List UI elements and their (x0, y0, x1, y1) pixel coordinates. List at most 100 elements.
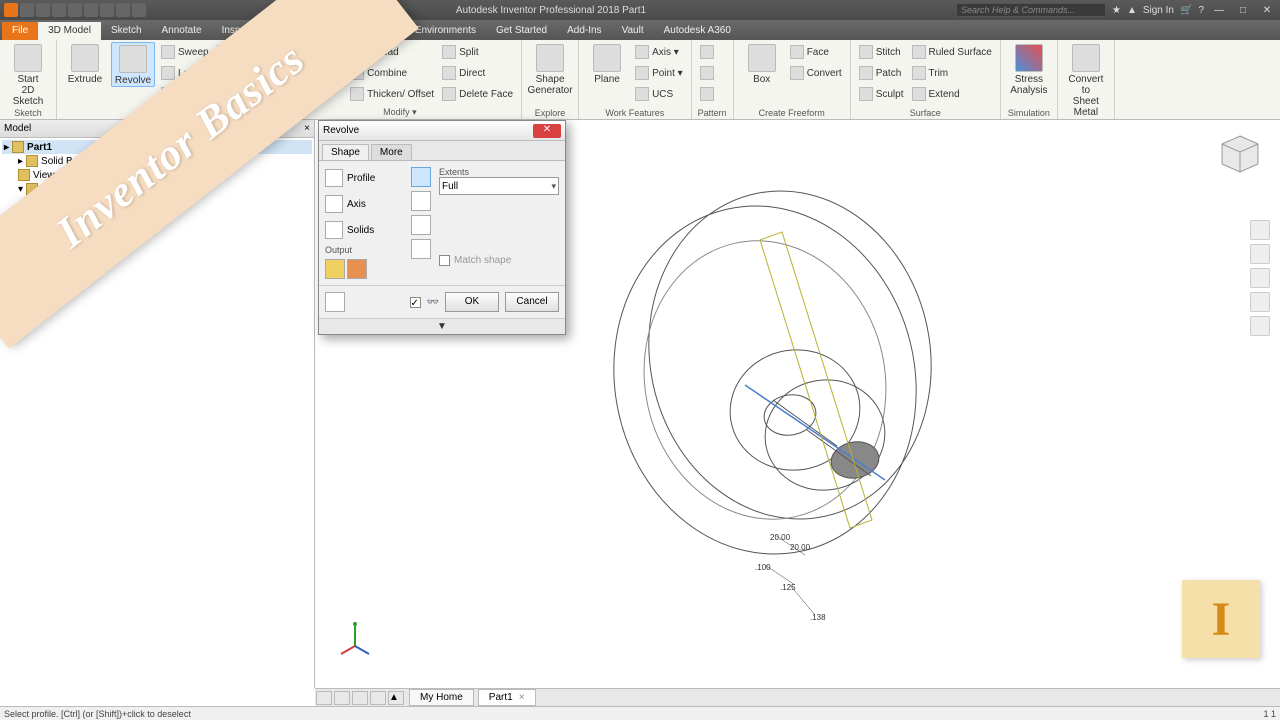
tab-3d-model[interactable]: 3D Model (38, 22, 101, 40)
nav-orbit-icon[interactable] (1250, 244, 1270, 264)
dim-text: .138 (810, 613, 826, 620)
thicken-button[interactable]: Thicken/ Offset (348, 84, 436, 104)
trim-icon (912, 66, 926, 80)
panel-title[interactable]: Modify ▾ (285, 106, 515, 119)
dialog-close-button[interactable]: ✕ (533, 124, 561, 138)
start-2d-sketch-button[interactable]: Start2D Sketch (6, 42, 50, 107)
close-button[interactable]: ✕ (1258, 5, 1276, 16)
dialog-expand-button[interactable]: ▼ (319, 318, 565, 334)
face-button[interactable]: Face (788, 42, 844, 62)
help-icon[interactable]: ? (1198, 5, 1204, 16)
tab-add-ins[interactable]: Add-Ins (557, 22, 611, 40)
output-solid-button[interactable] (325, 259, 345, 279)
mirror-button[interactable] (698, 84, 716, 104)
extend-button[interactable]: Extend (910, 84, 994, 104)
dialog-tab-shape[interactable]: Shape (322, 144, 369, 160)
patch-button[interactable]: Patch (857, 63, 906, 83)
revolve-button[interactable]: Revolve (111, 42, 155, 87)
ok-button[interactable]: OK (445, 292, 499, 312)
convert-button[interactable]: Convert (788, 63, 844, 83)
convert-sheet-metal-button[interactable]: Convert toSheet Metal (1064, 42, 1108, 118)
ucs-button[interactable]: UCS (633, 84, 685, 104)
tab-part1[interactable]: Part1× (478, 689, 536, 706)
split-icon (442, 45, 456, 59)
new-solid-button[interactable] (411, 239, 431, 259)
browser-close-icon[interactable]: × (304, 123, 310, 134)
tab-layout-icon[interactable] (334, 691, 350, 705)
delete-face-button[interactable]: Delete Face (440, 84, 515, 104)
sculpt-button[interactable]: Sculpt (857, 84, 906, 104)
join-button[interactable] (411, 167, 431, 187)
axis-button[interactable]: Axis ▾ (633, 42, 685, 62)
intersect-button[interactable] (411, 215, 431, 235)
pattern-rect-button[interactable] (698, 42, 716, 62)
qat-icon[interactable] (132, 3, 146, 17)
tab-layout-icon[interactable] (316, 691, 332, 705)
coordinate-triad (335, 618, 375, 658)
match-shape-checkbox[interactable] (439, 255, 450, 266)
dialog-tab-more[interactable]: More (371, 144, 412, 160)
pattern-circ-button[interactable] (698, 63, 716, 83)
extrude-button[interactable]: Extrude (63, 42, 107, 85)
plane-icon (593, 44, 621, 72)
sign-in-link[interactable]: Sign In (1143, 5, 1174, 16)
trim-button[interactable]: Trim (910, 63, 994, 83)
tab-layout-icon[interactable]: ▲ (388, 691, 404, 705)
ruled-surface-button[interactable]: Ruled Surface (910, 42, 994, 62)
qat-open-icon[interactable] (20, 3, 34, 17)
output-surface-button[interactable] (347, 259, 367, 279)
stress-analysis-button[interactable]: StressAnalysis (1007, 42, 1051, 96)
point-button[interactable]: Point ▾ (633, 63, 685, 83)
close-tab-icon[interactable]: × (519, 692, 525, 703)
tab-my-home[interactable]: My Home (409, 689, 474, 706)
maximize-button[interactable]: □ (1234, 5, 1252, 16)
star-icon[interactable]: ★ (1112, 5, 1121, 16)
qat-icon[interactable] (116, 3, 130, 17)
preview-icon: 👓 (427, 297, 439, 308)
tab-environments[interactable]: Environments (405, 22, 486, 40)
tab-annotate[interactable]: Annotate (152, 22, 212, 40)
nav-pan-icon[interactable] (1250, 268, 1270, 288)
tab-a360[interactable]: Autodesk A360 (654, 22, 741, 40)
tab-layout-icon[interactable] (352, 691, 368, 705)
nav-look-icon[interactable] (1250, 316, 1270, 336)
qat-redo-icon[interactable] (68, 3, 82, 17)
preview-checkbox[interactable]: ✓ (410, 297, 421, 308)
split-button[interactable]: Split (440, 42, 515, 62)
cut-button[interactable] (411, 191, 431, 211)
cart-icon[interactable]: 🛒 (1180, 5, 1192, 16)
view-cube[interactable] (1218, 132, 1262, 176)
axis-icon (635, 45, 649, 59)
user-icon[interactable]: ▲ (1127, 5, 1137, 16)
qat-icon[interactable] (100, 3, 114, 17)
panel-title: Work Features (585, 107, 685, 119)
minimize-button[interactable]: — (1210, 5, 1228, 16)
match-shape-label: Match shape (454, 255, 511, 266)
nav-home-icon[interactable] (1250, 220, 1270, 240)
ucs-icon (635, 87, 649, 101)
tab-vault[interactable]: Vault (612, 22, 654, 40)
dialog-options-button[interactable] (325, 292, 345, 312)
file-tab[interactable]: File (2, 22, 38, 40)
axis-selector[interactable]: Axis (325, 193, 405, 215)
plane-button[interactable]: Plane (585, 42, 629, 85)
nav-zoom-icon[interactable] (1250, 292, 1270, 312)
tab-sketch[interactable]: Sketch (101, 22, 152, 40)
thicken-icon (350, 87, 364, 101)
tab-layout-icon[interactable] (370, 691, 386, 705)
box-button[interactable]: Box (740, 42, 784, 85)
help-search-input[interactable]: Search Help & Commands... (956, 3, 1106, 17)
tab-get-started[interactable]: Get Started (486, 22, 557, 40)
solids-selector[interactable]: Solids (325, 219, 405, 241)
stitch-button[interactable]: Stitch (857, 42, 906, 62)
direct-button[interactable]: Direct (440, 63, 515, 83)
qat-undo-icon[interactable] (52, 3, 66, 17)
qat-save-icon[interactable] (36, 3, 50, 17)
extents-combo[interactable]: Full (439, 177, 559, 195)
qat-home-icon[interactable] (84, 3, 98, 17)
profile-selector[interactable]: Profile (325, 167, 405, 189)
cancel-button[interactable]: Cancel (505, 292, 559, 312)
shape-generator-button[interactable]: ShapeGenerator (528, 42, 572, 96)
panel-sketch: Start2D Sketch Sketch (0, 40, 57, 119)
dialog-title-bar[interactable]: Revolve ✕ (319, 121, 565, 141)
